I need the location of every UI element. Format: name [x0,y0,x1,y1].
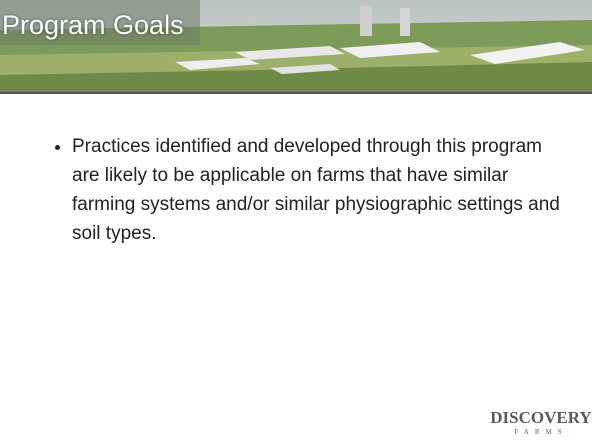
slide: Program Goals Practices identified and d… [0,0,592,440]
bullet: Practices identified and developed throu… [72,132,562,248]
logo-sub: FARMS [490,428,592,436]
logo-name: DISCOVERY [490,408,592,428]
divider [0,92,592,94]
logo: DISCOVERY FARMS [490,402,592,440]
bullet-list: Practices identified and developed throu… [40,132,562,248]
slide-title: Program Goals [2,10,184,41]
